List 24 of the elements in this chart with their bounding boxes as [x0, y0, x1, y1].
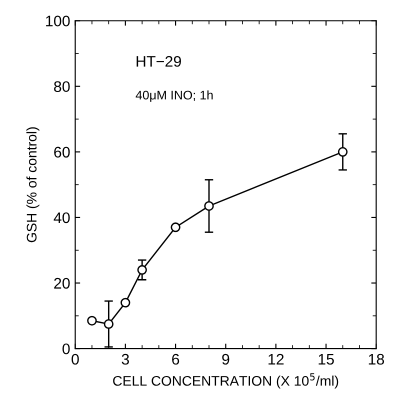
x-tick-label: 3 — [122, 354, 129, 365]
point — [204, 201, 214, 211]
point — [338, 147, 348, 157]
point — [137, 265, 147, 275]
y-tick-label: 40 — [54, 212, 70, 224]
y-tick-label: 60 — [54, 146, 70, 158]
x-tick-label: 6 — [172, 354, 180, 365]
point — [104, 319, 114, 329]
y-tick-label: 0 — [62, 343, 70, 354]
point — [170, 222, 180, 232]
y-axis-title: GSH (% of control) — [26, 127, 40, 242]
point — [87, 316, 97, 326]
x-tick-label: 9 — [222, 354, 230, 365]
y-tick-label: 20 — [54, 278, 70, 289]
x-axis-title: CELL CONCENTRATION (X 10$^{5}$/ml) — [113, 373, 338, 389]
x-tick-label: 12 — [268, 354, 284, 365]
y-tick-label: 80 — [54, 81, 70, 92]
point — [120, 298, 130, 308]
annotation: HT−29 — [136, 56, 181, 67]
y-tick-label: 100 — [46, 16, 70, 26]
annotation: 40μM INO; 1h — [136, 90, 213, 102]
x-tick-label: 0 — [72, 354, 79, 365]
x-tick-label: 18 — [368, 354, 384, 365]
x-tick-label: 15 — [318, 354, 334, 365]
